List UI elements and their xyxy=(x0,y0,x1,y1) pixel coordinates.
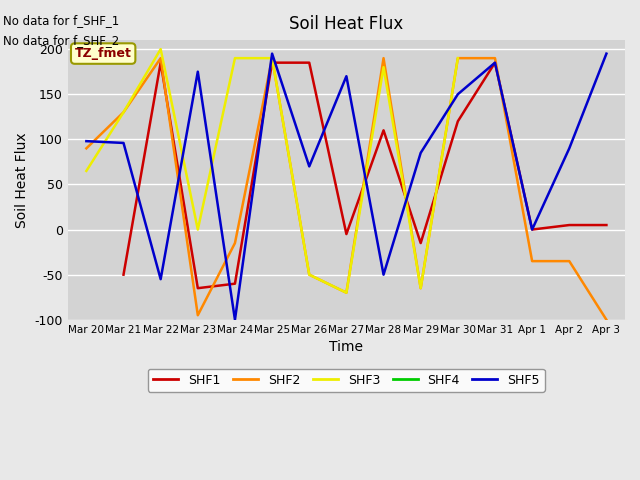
SHF5 xyxy=(157,276,164,282)
SHF5 xyxy=(454,91,461,97)
SHF1 xyxy=(268,60,276,66)
SHF5 xyxy=(528,227,536,232)
SHF1 xyxy=(565,222,573,228)
SHF2 xyxy=(157,55,164,61)
Y-axis label: Soil Heat Flux: Soil Heat Flux xyxy=(15,132,29,228)
SHF2 xyxy=(342,290,350,296)
SHF2 xyxy=(491,55,499,61)
SHF3 xyxy=(342,290,350,296)
SHF5 xyxy=(342,73,350,79)
Title: Soil Heat Flux: Soil Heat Flux xyxy=(289,15,404,33)
SHF5 xyxy=(491,60,499,66)
SHF3 xyxy=(268,55,276,61)
SHF2 xyxy=(417,285,424,291)
Text: TZ_fmet: TZ_fmet xyxy=(75,47,132,60)
SHF5 xyxy=(380,272,387,277)
SHF5 xyxy=(120,140,127,146)
SHF5 xyxy=(268,51,276,57)
Line: SHF5: SHF5 xyxy=(86,54,607,320)
SHF3 xyxy=(120,109,127,115)
SHF5 xyxy=(83,138,90,144)
SHF2 xyxy=(565,258,573,264)
Legend: SHF1, SHF2, SHF3, SHF4, SHF5: SHF1, SHF2, SHF3, SHF4, SHF5 xyxy=(148,369,545,392)
SHF5 xyxy=(603,51,611,57)
SHF1 xyxy=(305,60,313,66)
SHF3 xyxy=(305,272,313,277)
SHF1 xyxy=(157,60,164,66)
SHF1 xyxy=(454,119,461,124)
Text: No data for f_SHF_1: No data for f_SHF_1 xyxy=(3,14,120,27)
SHF3 xyxy=(83,168,90,174)
SHF2 xyxy=(603,317,611,323)
SHF3 xyxy=(417,285,424,291)
Line: SHF3: SHF3 xyxy=(86,49,458,293)
SHF1 xyxy=(603,222,611,228)
SHF5 xyxy=(305,164,313,169)
Line: SHF2: SHF2 xyxy=(86,58,607,320)
SHF3 xyxy=(194,227,202,232)
SHF3 xyxy=(454,55,461,61)
SHF1 xyxy=(342,231,350,237)
SHF3 xyxy=(157,46,164,52)
SHF2 xyxy=(380,55,387,61)
SHF1 xyxy=(380,128,387,133)
SHF2 xyxy=(194,312,202,318)
SHF2 xyxy=(231,240,239,246)
SHF3 xyxy=(231,55,239,61)
SHF1 xyxy=(194,285,202,291)
SHF2 xyxy=(120,109,127,115)
Line: SHF1: SHF1 xyxy=(124,63,607,288)
SHF3 xyxy=(380,64,387,70)
SHF5 xyxy=(565,145,573,151)
SHF2 xyxy=(454,55,461,61)
SHF2 xyxy=(83,145,90,151)
SHF2 xyxy=(268,55,276,61)
SHF5 xyxy=(194,69,202,74)
SHF1 xyxy=(417,240,424,246)
SHF1 xyxy=(528,227,536,232)
Text: No data for f_SHF_2: No data for f_SHF_2 xyxy=(3,34,120,47)
SHF2 xyxy=(528,258,536,264)
SHF1 xyxy=(120,272,127,277)
SHF2 xyxy=(305,272,313,277)
X-axis label: Time: Time xyxy=(330,340,364,354)
SHF5 xyxy=(231,317,239,323)
SHF1 xyxy=(491,60,499,66)
SHF5 xyxy=(417,150,424,156)
SHF1 xyxy=(231,281,239,287)
